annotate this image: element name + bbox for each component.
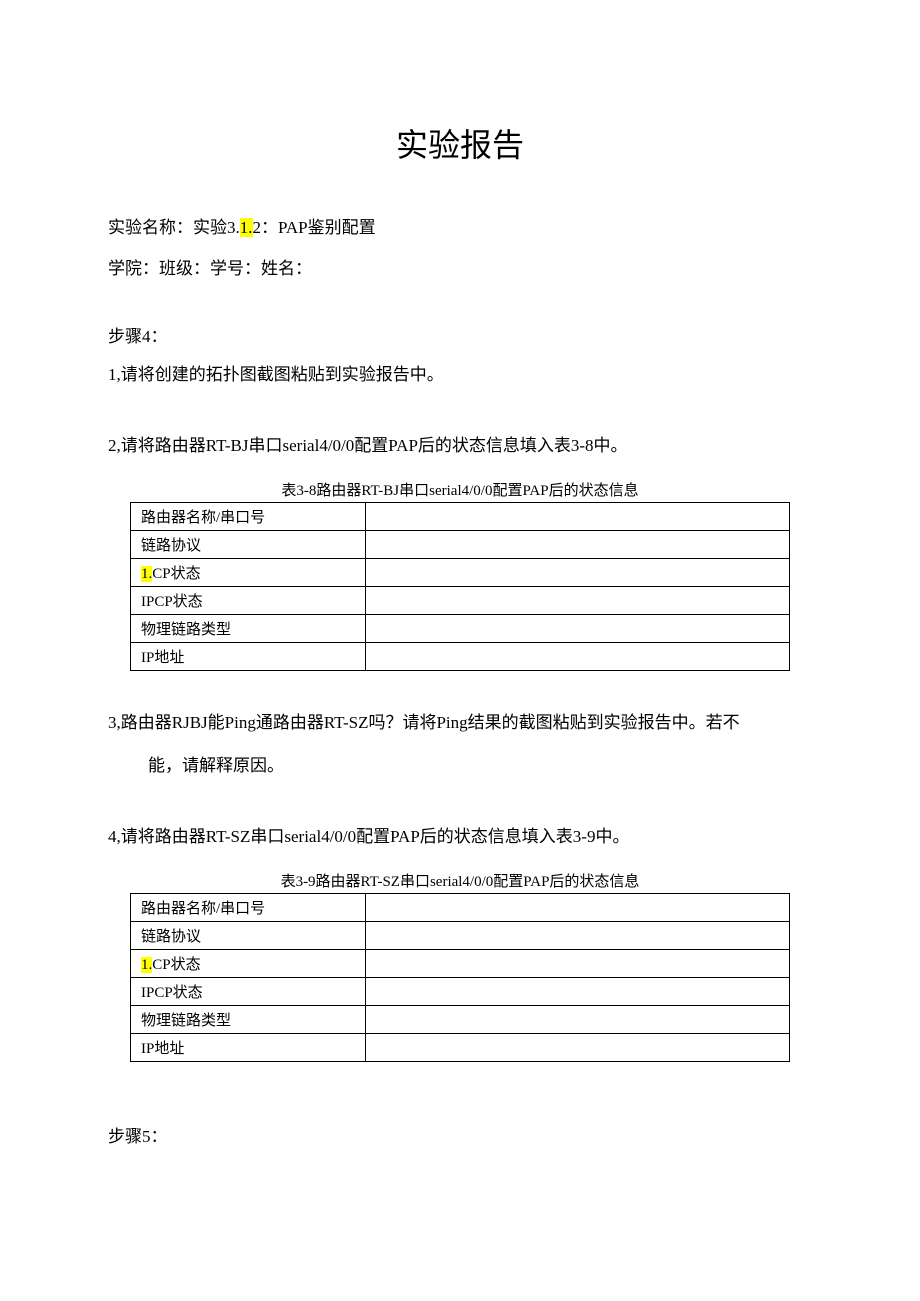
- label-post: IPCP状态: [141, 594, 203, 610]
- label-post: 物理链路类型: [141, 622, 231, 638]
- table-row: 路由器名称/串口号: [131, 893, 790, 921]
- row-value: [366, 977, 790, 1005]
- table-row: 链路协议: [131, 921, 790, 949]
- table2-caption: 表3-9路由器RT-SZ串口serial4/0/0配置PAP后的状态信息: [108, 870, 812, 891]
- exp-name-suffix: 2：PAP鉴别配置: [253, 218, 376, 237]
- row-value: [366, 1005, 790, 1033]
- table-row: IPCP状态: [131, 587, 790, 615]
- row-value: [366, 531, 790, 559]
- label-highlight: 1.: [141, 566, 152, 582]
- table1-caption: 表3-8路由器RT-BJ串口serial4/0/0配置PAP后的状态信息: [108, 479, 812, 500]
- exp-name-prefix: 实验3.: [193, 218, 240, 237]
- label-post: IP地址: [141, 650, 184, 666]
- exp-name-highlight: 1.: [240, 218, 253, 237]
- label-post: IPCP状态: [141, 985, 203, 1001]
- table-row: IP地址: [131, 643, 790, 671]
- item-3-line2: 能，请解释原因。: [148, 752, 812, 781]
- table-3-8: 路由器名称/串口号链路协议 1.CP状态 IPCP状态物理链路类型 IP地址: [130, 502, 790, 671]
- row-value: [366, 559, 790, 587]
- table-row: 链路协议: [131, 531, 790, 559]
- doc-title: 实验报告: [108, 120, 812, 166]
- label-post: CP状态: [152, 566, 200, 582]
- label-post: CP状态: [152, 957, 200, 973]
- table-row: IPCP状态: [131, 977, 790, 1005]
- table-row: IP地址: [131, 1033, 790, 1061]
- item-4: 4,请将路由器RT-SZ串口serial4/0/0配置PAP后的状态信息填入表3…: [108, 823, 812, 852]
- label-post: 物理链路类型: [141, 1013, 231, 1029]
- table-row: 物理链路类型: [131, 1005, 790, 1033]
- table-3-9: 路由器名称/串口号链路协议 1.CP状态 IPCP状态物理链路类型 IP地址: [130, 893, 790, 1062]
- label-post: 链路协议: [141, 929, 201, 945]
- item-3-line1: 3,路由器RJBJ能Ping通路由器RT-SZ吗？请将Ping结果的截图粘贴到实…: [108, 709, 812, 738]
- row-label: IPCP状态: [131, 977, 366, 1005]
- table-row: 1.CP状态: [131, 949, 790, 977]
- row-value: [366, 921, 790, 949]
- row-label: 物理链路类型: [131, 1005, 366, 1033]
- row-label: 链路协议: [131, 531, 366, 559]
- row-label: IPCP状态: [131, 587, 366, 615]
- item-2: 2,请将路由器RT-BJ串口serial4/0/0配置PAP后的状态信息填入表3…: [108, 432, 812, 461]
- student-info-line: 学院：班级：学号：姓名：: [108, 255, 812, 282]
- row-value: [366, 587, 790, 615]
- table-row: 物理链路类型: [131, 615, 790, 643]
- exp-name-label: 实验名称：: [108, 218, 193, 237]
- row-value: [366, 615, 790, 643]
- row-label: IP地址: [131, 643, 366, 671]
- row-label: IP地址: [131, 1033, 366, 1061]
- label-post: 链路协议: [141, 538, 201, 554]
- label-highlight: 1.: [141, 957, 152, 973]
- step5-label: 步骤5：: [108, 1122, 812, 1147]
- row-label: 1.CP状态: [131, 949, 366, 977]
- row-value: [366, 949, 790, 977]
- row-label: 物理链路类型: [131, 615, 366, 643]
- row-value: [366, 643, 790, 671]
- item-1: 1,请将创建的拓扑图截图粘贴到实验报告中。: [108, 361, 812, 390]
- table-row: 路由器名称/串口号: [131, 503, 790, 531]
- row-label: 链路协议: [131, 921, 366, 949]
- experiment-name-line: 实验名称：实验3.1.2：PAP鉴别配置: [108, 214, 812, 241]
- step4-label: 步骤4：: [108, 322, 812, 347]
- row-value: [366, 503, 790, 531]
- row-value: [366, 893, 790, 921]
- label-post: 路由器名称/串口号: [141, 901, 265, 917]
- row-label: 路由器名称/串口号: [131, 503, 366, 531]
- row-label: 1.CP状态: [131, 559, 366, 587]
- row-label: 路由器名称/串口号: [131, 893, 366, 921]
- table-row: 1.CP状态: [131, 559, 790, 587]
- label-post: 路由器名称/串口号: [141, 510, 265, 526]
- label-post: IP地址: [141, 1041, 184, 1057]
- row-value: [366, 1033, 790, 1061]
